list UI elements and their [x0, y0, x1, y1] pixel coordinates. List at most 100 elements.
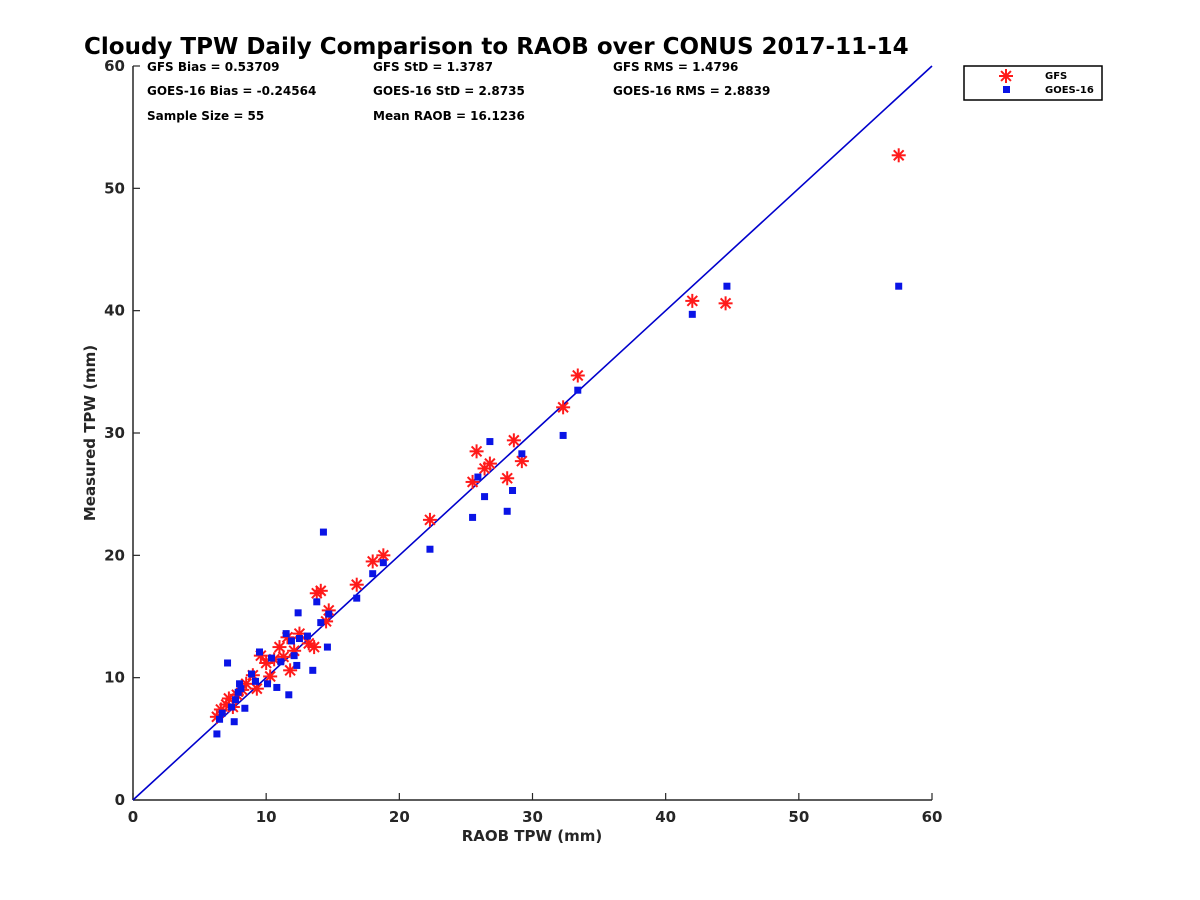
gfs-point — [365, 554, 380, 569]
goes-16-point — [369, 570, 377, 578]
goes-16-point — [224, 659, 232, 667]
x-axis-label: RAOB TPW (mm) — [462, 827, 603, 845]
gfs-point — [891, 148, 906, 163]
goes-16-point — [303, 632, 311, 640]
legend: GFS GOES-16 — [963, 65, 1103, 101]
goes-16-point — [287, 637, 295, 645]
y-tick-label: 50 — [104, 179, 125, 197]
gfs-point — [500, 471, 515, 486]
gfs-point — [313, 583, 328, 598]
y-tick-label: 40 — [104, 302, 125, 320]
stat-goes-rms: GOES-16 RMS = 2.8839 — [613, 84, 770, 98]
goes-16-point — [317, 619, 325, 627]
gfs-point — [422, 512, 437, 527]
stat-gfs-std: GFS StD = 1.3787 — [373, 60, 493, 74]
stat-goes-std: GOES-16 StD = 2.8735 — [373, 84, 525, 98]
goes-16-point — [325, 610, 333, 618]
goes-16-point — [313, 598, 321, 606]
legend-goes-marker — [1003, 86, 1010, 93]
gfs-point — [556, 400, 571, 415]
goes-16-point — [353, 594, 361, 602]
y-axis-label: Measured TPW (mm) — [81, 345, 99, 521]
series-goes-16 — [213, 282, 903, 738]
series-gfs — [209, 148, 906, 724]
goes-16-point — [895, 282, 903, 290]
goes-16-point — [688, 310, 696, 318]
goes-16-point — [293, 661, 301, 669]
y-tick-label: 30 — [104, 424, 125, 442]
x-tick-label: 0 — [128, 808, 138, 826]
chart-title: Cloudy TPW Daily Comparison to RAOB over… — [84, 34, 909, 60]
goes-16-point — [319, 528, 327, 536]
stat-gfs-rms: GFS RMS = 1.4796 — [613, 60, 738, 74]
gfs-point — [307, 640, 322, 655]
gfs-point — [685, 293, 700, 308]
goes-16-point — [379, 559, 387, 567]
goes-16-point — [290, 652, 298, 660]
goes-16-point — [230, 718, 238, 726]
goes-16-point — [323, 643, 331, 651]
x-tick-label: 50 — [788, 808, 809, 826]
gfs-point — [469, 444, 484, 459]
goes-16-point — [518, 450, 526, 458]
legend-gfs-marker — [999, 69, 1013, 83]
legend-box — [963, 65, 1103, 101]
x-tick-label: 60 — [922, 808, 943, 826]
gfs-point — [570, 368, 585, 383]
goes-16-point — [469, 513, 477, 521]
y-tick-labels: 0 10 20 30 40 50 60 — [104, 57, 125, 809]
goes-16-point — [218, 709, 226, 717]
gfs-point — [349, 577, 364, 592]
legend-gfs-label: GFS — [1045, 71, 1067, 82]
x-tick-label: 10 — [256, 808, 277, 826]
goes-16-point — [481, 493, 489, 501]
goes-16-point — [232, 696, 240, 704]
legend-gfs-asterisk — [999, 69, 1013, 83]
goes-16-point — [237, 685, 245, 693]
y-tick-label: 0 — [115, 791, 125, 809]
stat-gfs-bias: GFS Bias = 0.53709 — [147, 60, 279, 74]
gfs-point — [506, 433, 521, 448]
goes-16-point — [574, 386, 582, 394]
goes-16-point — [295, 635, 303, 643]
goes-16-point — [263, 680, 271, 688]
goes-16-point — [309, 666, 317, 674]
goes-16-point — [426, 545, 434, 553]
x-tick-label: 20 — [389, 808, 410, 826]
goes-16-point — [294, 609, 302, 617]
y-tick-label: 60 — [104, 57, 125, 75]
goes-16-point — [273, 683, 281, 691]
y-tick-label: 20 — [104, 546, 125, 564]
goes-16-point — [252, 677, 260, 685]
legend-goes-label: GOES-16 — [1045, 85, 1094, 96]
axes — [132, 65, 933, 801]
goes-16-point — [503, 507, 511, 515]
goes-16-point — [234, 688, 242, 696]
goes-16-point — [277, 658, 285, 666]
goes-16-point — [285, 691, 293, 699]
x-tick-label: 40 — [655, 808, 676, 826]
goes-16-point — [282, 630, 290, 638]
goes-16-point — [213, 730, 221, 738]
goes-16-point — [509, 486, 517, 494]
y-tick-label: 10 — [104, 669, 125, 687]
goes-16-point — [236, 680, 244, 688]
goes-16-point — [474, 473, 482, 481]
goes-16-point — [216, 715, 224, 723]
goes-16-point — [723, 282, 731, 290]
goes-16-point — [256, 648, 264, 656]
stats-block: GFS Bias = 0.53709 GFS StD = 1.3787 GFS … — [147, 60, 770, 123]
goes-16-point — [228, 703, 236, 711]
one-to-one-line — [132, 65, 933, 801]
goes-16-point — [248, 670, 256, 678]
stat-mean-raob: Mean RAOB = 16.1236 — [373, 109, 525, 123]
goes-16-point — [241, 704, 249, 712]
goes-16-point — [486, 438, 494, 446]
goes-16-point — [267, 654, 275, 662]
x-tick-labels: 0 10 20 30 40 50 60 — [128, 808, 943, 826]
gfs-point — [482, 456, 497, 471]
goes-16-point — [559, 431, 567, 439]
stat-sample-size: Sample Size = 55 — [147, 109, 264, 123]
stat-goes-bias: GOES-16 Bias = -0.24564 — [147, 84, 316, 98]
